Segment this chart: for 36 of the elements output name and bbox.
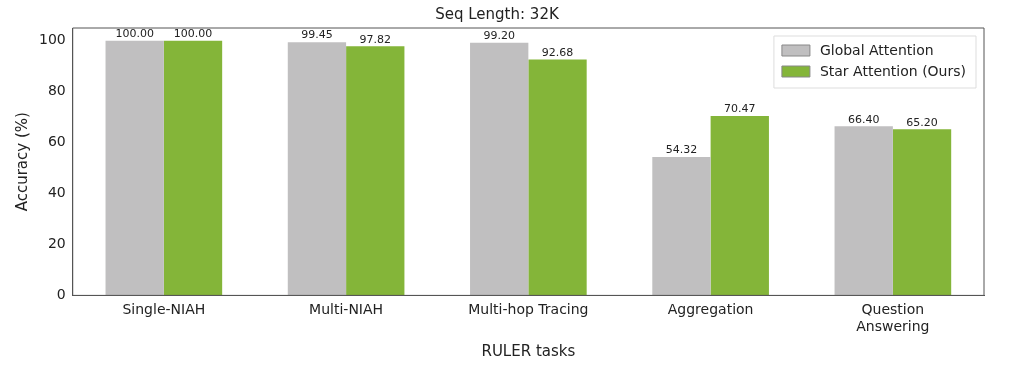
y-tick-label: 100 xyxy=(38,31,66,48)
bar xyxy=(105,40,164,296)
bar xyxy=(163,40,223,296)
y-tick-label: 20 xyxy=(47,235,66,252)
x-axis-title: RULER tasks xyxy=(481,341,576,360)
bar xyxy=(652,157,711,296)
y-axis-title: Accuracy (%) xyxy=(12,112,31,212)
data-label: 66.40 xyxy=(847,112,880,126)
x-tick-label: Single-NIAH xyxy=(122,301,206,318)
data-label: 92.68 xyxy=(541,45,574,59)
bar xyxy=(710,115,769,296)
data-label: 99.45 xyxy=(301,28,333,42)
bar xyxy=(470,42,529,296)
data-label: 97.82 xyxy=(359,32,392,46)
bar xyxy=(528,59,587,296)
y-tick-label: 40 xyxy=(47,184,66,201)
bar xyxy=(346,46,405,296)
bar xyxy=(287,42,347,296)
y-tick-label: 80 xyxy=(47,82,66,99)
chart-title: Seq Length: 32K xyxy=(435,4,560,23)
y-tick-label: 60 xyxy=(47,133,66,150)
bar xyxy=(834,126,893,296)
data-label: 100.00 xyxy=(173,27,213,41)
data-label: 99.20 xyxy=(483,29,515,43)
x-tick-label: Multi-NIAH xyxy=(309,301,384,318)
bar xyxy=(892,129,952,296)
y-tick-label: 0 xyxy=(56,286,66,303)
data-label: 100.00 xyxy=(115,27,154,41)
x-tick-label: Multi-hop Tracing xyxy=(468,301,589,318)
data-label: 70.47 xyxy=(724,102,756,116)
x-tick-label: Aggregation xyxy=(667,301,754,318)
x-tick-label: Question Answering xyxy=(856,301,930,335)
legend-label: Global Attention xyxy=(819,41,934,58)
data-label: 65.20 xyxy=(906,115,938,129)
legend-label: Star Attention (Ours) xyxy=(819,62,966,79)
data-label: 54.32 xyxy=(665,143,698,157)
